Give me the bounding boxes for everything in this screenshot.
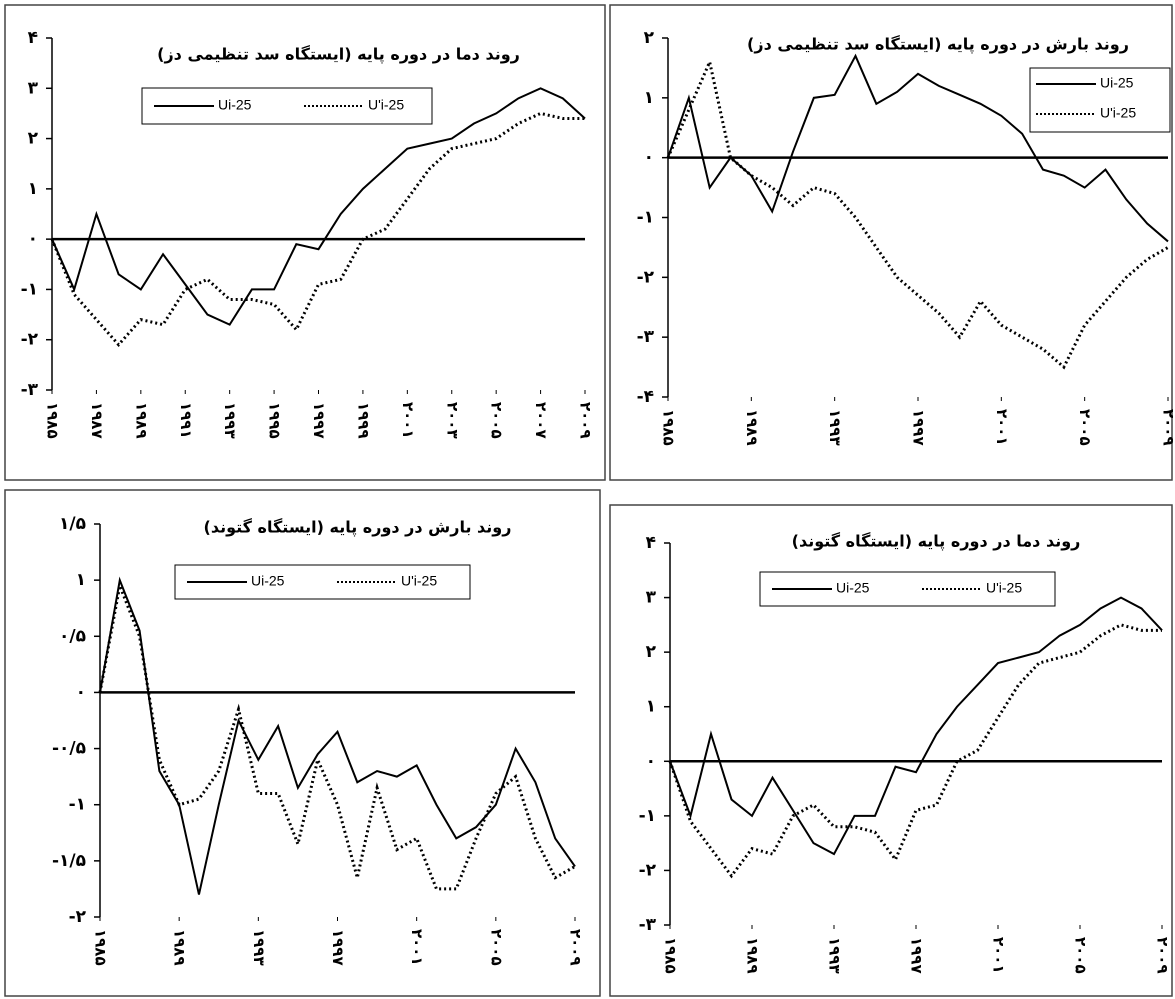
x-tick-label: ۲۰۰۱ [408,929,426,966]
x-tick-label: ۱۹۸۵ [660,409,678,446]
x-tick-label: ۲۰۰۳ [443,402,461,439]
y-tick-label: ۱ [646,697,656,717]
y-tick-label: ۱ [76,570,86,590]
x-tick-label: ۱۹۸۵ [662,937,680,974]
series-line [667,53,1169,243]
y-tick-label: -۱ [69,795,86,815]
x-tick-label: ۲۰۰۵ [488,402,506,439]
y-tick-label: ۴ [646,533,656,553]
chart-title: روند بارش در دوره پایه (ایستگاه گتوند) [204,518,512,538]
legend-label: Ui-25 [218,97,252,113]
x-tick-label: ۲۰۰۱ [399,402,417,439]
legend-label: Ui-25 [836,580,870,596]
x-tick-label: ۲۰۰۹ [1154,937,1172,974]
y-tick-label: ۱ [644,88,654,108]
x-tick-label: ۱۹۹۳ [221,402,239,439]
panel-frame [609,4,1173,481]
chart-title: روند دما در دوره پایه (ایستگاه گتوند) [792,532,1081,552]
y-tick-label: -۰/۵ [52,739,86,759]
y-tick-label: ۱/۵ [59,514,86,534]
y-tick-label: -۲ [637,267,655,287]
legend-label: U'i-25 [368,97,404,113]
x-tick-label: ۱۹۸۵ [92,929,110,966]
x-tick-label: ۲۰۰۱ [990,937,1008,974]
x-tick-label: ۱۹۸۵ [44,402,62,439]
legend-label: U'i-25 [986,580,1022,596]
chart-title: روند بارش در دوره پایه (ایستگاه سد تنظیم… [747,35,1129,55]
y-tick-label: -۱ [21,279,38,299]
y-tick-label: -۳ [639,915,657,935]
series-line [668,623,1162,879]
x-tick-label: ۱۹۹۳ [826,409,844,446]
x-tick-label: ۲۰۰۱ [993,409,1011,446]
x-tick-label: ۱۹۸۹ [132,402,150,439]
legend-box [1029,67,1171,133]
y-tick-label: -۱ [639,806,656,826]
y-tick-label: -۳ [21,380,39,400]
x-tick-label: ۲۰۰۹ [1160,409,1175,446]
x-tick-label: ۱۹۹۷ [310,402,328,439]
series-line [98,580,576,891]
x-tick-label: ۱۹۸۹ [743,409,761,446]
y-tick-label: ۴ [28,28,38,48]
series-line [51,87,586,326]
x-tick-label: ۱۹۹۳ [250,929,268,966]
y-tick-label: ۱ [28,179,38,199]
y-tick-label: -۲ [639,860,657,880]
y-tick-label: ۰ [76,682,86,702]
legend-label: Ui-25 [1100,75,1134,91]
panel-frame [4,4,606,481]
y-tick-label: ۰ [28,229,38,249]
x-tick-label: ۲۰۰۵ [1072,937,1090,974]
chart-title: روند دما در دوره پایه (ایستگاه سد تنظیمی… [157,45,520,65]
x-tick-label: ۲۰۰۷ [532,402,550,439]
y-tick-label: ۰ [644,148,654,168]
y-tick-label: -۱/۵ [52,851,86,871]
y-tick-label: -۲ [21,330,39,350]
x-tick-label: ۲۰۰۹ [577,402,595,439]
x-tick-label: ۲۰۰۹ [567,929,585,966]
legend-label: U'i-25 [401,573,437,589]
x-tick-label: ۱۹۹۳ [826,937,844,974]
y-tick-label: ۰/۵ [59,626,86,646]
y-tick-label: ۳ [28,78,39,98]
y-tick-label: ۳ [646,588,657,608]
legend-label: U'i-25 [1100,105,1136,121]
x-tick-label: ۱۹۹۷ [910,409,928,446]
y-tick-label: -۴ [637,387,654,407]
y-tick-label: ۰ [646,751,656,771]
x-tick-label: ۱۹۹۱ [177,402,195,439]
series-line [50,111,585,348]
x-tick-label: ۱۹۸۹ [171,929,189,966]
panel-frame [4,489,601,997]
x-tick-label: ۱۹۸۷ [88,402,106,439]
y-tick-label: -۲ [69,907,87,927]
x-tick-label: ۲۰۰۵ [487,929,505,966]
legend-label: Ui-25 [251,573,285,589]
series-line [669,596,1163,856]
x-tick-label: ۲۰۰۵ [1076,409,1094,446]
x-tick-label: ۱۹۸۹ [744,937,762,974]
y-tick-label: ۲ [28,129,39,149]
panel-frame [609,504,1173,997]
x-tick-label: ۱۹۹۷ [908,937,926,974]
x-tick-label: ۱۹۹۷ [329,929,347,966]
x-tick-label: ۱۹۹۹ [354,402,372,439]
y-tick-label: -۱ [637,208,654,228]
y-tick-label: ۲ [646,642,657,662]
y-tick-label: -۳ [637,327,655,347]
x-tick-label: ۱۹۹۵ [266,402,284,439]
y-tick-label: ۲ [644,28,655,48]
